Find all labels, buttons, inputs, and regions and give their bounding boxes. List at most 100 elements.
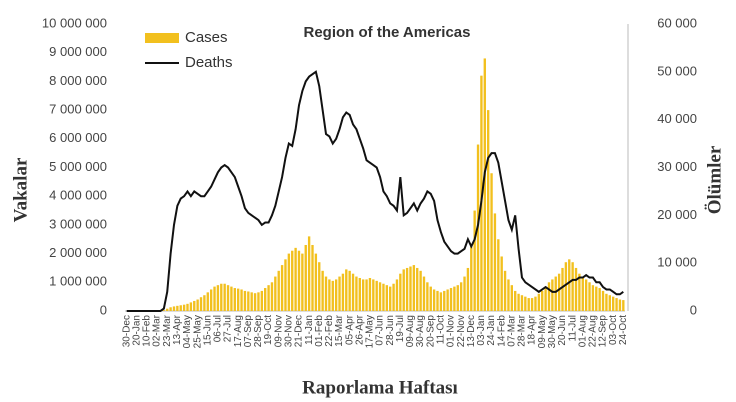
bar (365, 279, 368, 311)
bar (412, 265, 416, 311)
bar (618, 299, 622, 311)
bar (328, 279, 331, 311)
bar (439, 292, 443, 311)
y2-tick-label: 10 000 (657, 255, 697, 270)
bar (507, 279, 510, 311)
bar (419, 270, 422, 311)
y-tick-label: 7 000 000 (49, 102, 107, 117)
bar (551, 279, 554, 311)
bar (615, 298, 618, 311)
bar (378, 282, 382, 311)
y-tick-label: 4 000 000 (49, 188, 107, 203)
bar (318, 262, 321, 311)
x-axis-title: Raporlama Haftası (302, 377, 458, 398)
bar (338, 276, 341, 311)
bar (416, 267, 419, 311)
x-tick-label: 20-Jun (557, 315, 568, 346)
bar (331, 280, 334, 311)
bar (233, 288, 236, 311)
bar (601, 290, 605, 311)
bar (304, 244, 307, 311)
x-tick-label: 12-Sep (598, 315, 609, 348)
bar (250, 292, 253, 311)
y2-axis-title: Ölümler (704, 145, 725, 214)
bar (284, 259, 287, 311)
x-tick-label: 01-Nov (446, 315, 457, 347)
bar (291, 250, 294, 311)
bar (456, 285, 459, 311)
bar (172, 306, 176, 311)
bar (564, 262, 568, 311)
bar (355, 276, 358, 311)
bar (503, 270, 507, 311)
bar (429, 286, 432, 311)
bar (220, 283, 223, 311)
bar (348, 270, 351, 311)
bar (267, 285, 270, 311)
x-tick-label: 21-Dec (294, 315, 305, 347)
x-tick-label: 05-Apr (344, 314, 355, 345)
x-tick-label: 09-Nov (273, 315, 284, 347)
bar (368, 277, 372, 311)
bar (622, 300, 625, 311)
bar (182, 304, 186, 311)
bar (422, 276, 426, 311)
x-tick-label: 02-Mar (152, 314, 163, 346)
bar (169, 307, 172, 311)
legend-label: Deaths (185, 54, 233, 71)
bar (264, 288, 267, 311)
y2-tick-label: 30 000 (657, 159, 697, 174)
bar (486, 110, 490, 311)
bar (314, 253, 318, 311)
y-tick-label: 1 000 000 (49, 274, 107, 289)
chart-title: Region of the Americas (304, 24, 471, 41)
x-tick-label: 28-Sep (253, 315, 264, 348)
bar (547, 282, 551, 311)
x-tick-label: 27-Jul (223, 315, 234, 342)
bar (453, 286, 456, 311)
x-tick-label: 13-Dec (466, 315, 477, 347)
y-tick-label: 8 000 000 (49, 73, 107, 88)
bar (186, 303, 189, 311)
bar (274, 276, 277, 311)
x-tick-label: 17-May (365, 315, 376, 348)
bar (375, 280, 378, 311)
bar (199, 297, 203, 311)
bar (243, 290, 247, 311)
bar (395, 279, 399, 311)
bar (595, 286, 598, 311)
bar (554, 276, 557, 311)
y2-tick-label: 20 000 (657, 207, 697, 222)
bar (449, 288, 453, 311)
bar (196, 299, 199, 311)
bar (193, 300, 196, 311)
x-tick-label: 07-Mar (506, 314, 517, 346)
bar (236, 288, 240, 311)
bar (226, 285, 230, 311)
bar (385, 285, 389, 311)
bar (524, 296, 527, 311)
x-tick-label: 03-Jan (476, 315, 487, 346)
bar (544, 286, 547, 311)
line (126, 70, 624, 312)
x-tick-label: 17-Aug (233, 315, 244, 347)
bar (436, 290, 439, 311)
bar (493, 213, 497, 311)
bar (311, 244, 314, 311)
x-tick-label: 11-Jul (567, 315, 578, 342)
x-tick-label: 09-May (537, 315, 548, 348)
x-tick-label: 28-Mar (517, 314, 528, 346)
bar (334, 279, 338, 311)
bar (216, 285, 220, 311)
x-tick-label: 22-Aug (588, 315, 599, 347)
bar (324, 276, 328, 311)
x-tick-label: 19-Oct (263, 315, 274, 345)
bar (578, 273, 581, 311)
bar (405, 267, 409, 311)
x-tick-label: 20-Sep (425, 315, 436, 348)
bar (534, 296, 537, 311)
y-tick-label: 0 (100, 302, 107, 317)
y2-tick-label: 40 000 (657, 111, 697, 126)
bar (510, 285, 514, 311)
bar (277, 270, 280, 311)
